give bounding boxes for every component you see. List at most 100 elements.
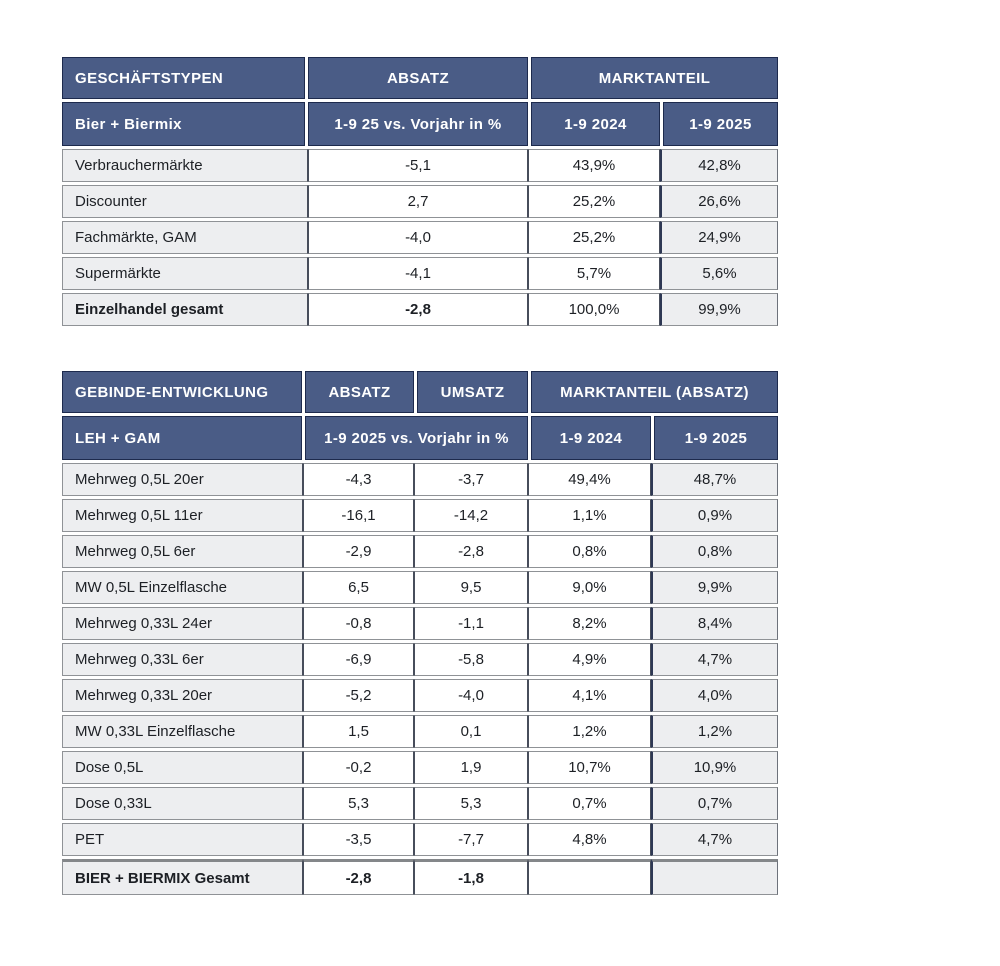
subheader-vs-vorjahr: 1-9 2025 vs. Vorjahr in % — [305, 416, 528, 460]
table-total-row: BIER + BIERMIX Gesamt -2,8 -1,8 — [62, 859, 778, 895]
umsatz-value: -14,2 — [414, 499, 528, 532]
marktanteil-2024-value: 1,1% — [528, 499, 651, 532]
umsatz-value: 9,5 — [414, 571, 528, 604]
absatz-value: -2,9 — [303, 535, 414, 568]
absatz-value: 6,5 — [303, 571, 414, 604]
table-row: Fachmärkte, GAM -4,0 25,2% 24,9% — [62, 221, 778, 254]
marktanteil-2024-value — [528, 859, 651, 895]
row-label: MW 0,33L Einzelflasche — [62, 715, 303, 748]
marktanteil-2025-value — [651, 859, 778, 895]
marktanteil-2025-value: 1,2% — [651, 715, 778, 748]
table-row: Dose 0,5L -0,2 1,9 10,7% 10,9% — [62, 751, 778, 784]
subheader-vs-vorjahr: 1-9 25 vs. Vorjahr in % — [308, 102, 528, 146]
umsatz-value: -4,0 — [414, 679, 528, 712]
marktanteil-2024-value: 100,0% — [528, 293, 660, 326]
absatz-value: -4,0 — [308, 221, 528, 254]
subheader-bier-biermix: Bier + Biermix — [62, 102, 305, 146]
row-label: Mehrweg 0,5L 6er — [62, 535, 303, 568]
marktanteil-2024-value: 25,2% — [528, 221, 660, 254]
table-row: Supermärkte -4,1 5,7% 5,6% — [62, 257, 778, 290]
row-label: Verbrauchermärkte — [62, 149, 308, 182]
row-label: Dose 0,33L — [62, 787, 303, 820]
marktanteil-2025-value: 24,9% — [660, 221, 778, 254]
col-header-absatz: ABSATZ — [305, 371, 414, 413]
marktanteil-2025-value: 48,7% — [651, 463, 778, 496]
table-row: PET -3,5 -7,7 4,8% 4,7% — [62, 823, 778, 856]
marktanteil-2025-value: 0,8% — [651, 535, 778, 568]
table-row: Mehrweg 0,33L 20er -5,2 -4,0 4,1% 4,0% — [62, 679, 778, 712]
absatz-value: -0,2 — [303, 751, 414, 784]
marktanteil-2025-value: 4,7% — [651, 823, 778, 856]
row-label: Mehrweg 0,33L 20er — [62, 679, 303, 712]
marktanteil-2024-value: 0,7% — [528, 787, 651, 820]
subheader-leh-gam: LEH + GAM — [62, 416, 302, 460]
marktanteil-2025-value: 0,7% — [651, 787, 778, 820]
umsatz-value: 0,1 — [414, 715, 528, 748]
col-header-marktanteil-absatz: MARKTANTEIL (ABSATZ) — [531, 371, 778, 413]
umsatz-value: -7,7 — [414, 823, 528, 856]
absatz-value: -2,8 — [308, 293, 528, 326]
row-label: Mehrweg 0,5L 11er — [62, 499, 303, 532]
row-label: Mehrweg 0,33L 6er — [62, 643, 303, 676]
table-row: Mehrweg 0,5L 20er -4,3 -3,7 49,4% 48,7% — [62, 463, 778, 496]
absatz-value: -4,3 — [303, 463, 414, 496]
table-row: Mehrweg 0,5L 6er -2,9 -2,8 0,8% 0,8% — [62, 535, 778, 568]
absatz-value: -6,9 — [303, 643, 414, 676]
marktanteil-2025-value: 0,9% — [651, 499, 778, 532]
marktanteil-2024-value: 43,9% — [528, 149, 660, 182]
row-label: Mehrweg 0,33L 24er — [62, 607, 303, 640]
umsatz-value: -3,7 — [414, 463, 528, 496]
absatz-value: 5,3 — [303, 787, 414, 820]
marktanteil-2025-value: 10,9% — [651, 751, 778, 784]
table-row: Verbrauchermärkte -5,1 43,9% 42,8% — [62, 149, 778, 182]
umsatz-value: -1,8 — [414, 859, 528, 895]
marktanteil-2025-value: 4,0% — [651, 679, 778, 712]
umsatz-value: -1,1 — [414, 607, 528, 640]
row-label: Fachmärkte, GAM — [62, 221, 308, 254]
marktanteil-2024-value: 8,2% — [528, 607, 651, 640]
absatz-value: -3,5 — [303, 823, 414, 856]
subheader-1-9-2025: 1-9 2025 — [654, 416, 778, 460]
col-header-gebinde-entwicklung: GEBINDE-ENTWICKLUNG — [62, 371, 302, 413]
absatz-value: -4,1 — [308, 257, 528, 290]
marktanteil-2025-value: 99,9% — [660, 293, 778, 326]
col-header-geschaeftstypen: GESCHÄFTSTYPEN — [62, 57, 305, 99]
col-header-umsatz: UMSATZ — [417, 371, 528, 413]
marktanteil-2024-value: 0,8% — [528, 535, 651, 568]
table-row: Discounter 2,7 25,2% 26,6% — [62, 185, 778, 218]
marktanteil-2025-value: 5,6% — [660, 257, 778, 290]
subheader-1-9-2024: 1-9 2024 — [531, 102, 660, 146]
row-label: Dose 0,5L — [62, 751, 303, 784]
table-row: Dose 0,33L 5,3 5,3 0,7% 0,7% — [62, 787, 778, 820]
umsatz-value: -5,8 — [414, 643, 528, 676]
marktanteil-2025-value: 9,9% — [651, 571, 778, 604]
marktanteil-2024-value: 25,2% — [528, 185, 660, 218]
table2-header-row-2: LEH + GAM 1-9 2025 vs. Vorjahr in % 1-9 … — [62, 416, 778, 460]
row-label: Mehrweg 0,5L 20er — [62, 463, 303, 496]
absatz-value: -5,2 — [303, 679, 414, 712]
table1-header-row-2: Bier + Biermix 1-9 25 vs. Vorjahr in % 1… — [62, 102, 778, 146]
absatz-value: 2,7 — [308, 185, 528, 218]
table-row: Mehrweg 0,33L 6er -6,9 -5,8 4,9% 4,7% — [62, 643, 778, 676]
table-row: Mehrweg 0,33L 24er -0,8 -1,1 8,2% 8,4% — [62, 607, 778, 640]
row-label: Supermärkte — [62, 257, 308, 290]
table1-header-row-1: GESCHÄFTSTYPEN ABSATZ MARKTANTEIL — [62, 57, 778, 99]
col-header-marktanteil: MARKTANTEIL — [531, 57, 778, 99]
col-header-absatz: ABSATZ — [308, 57, 528, 99]
umsatz-value: 5,3 — [414, 787, 528, 820]
row-label: Einzelhandel gesamt — [62, 293, 308, 326]
subheader-1-9-2024: 1-9 2024 — [531, 416, 651, 460]
row-label: Discounter — [62, 185, 308, 218]
table-total-row: Einzelhandel gesamt -2,8 100,0% 99,9% — [62, 293, 778, 326]
absatz-value: -0,8 — [303, 607, 414, 640]
table-row: MW 0,33L Einzelflasche 1,5 0,1 1,2% 1,2% — [62, 715, 778, 748]
marktanteil-2024-value: 9,0% — [528, 571, 651, 604]
marktanteil-2025-value: 8,4% — [651, 607, 778, 640]
marktanteil-2025-value: 26,6% — [660, 185, 778, 218]
marktanteil-2024-value: 4,8% — [528, 823, 651, 856]
row-label: BIER + BIERMIX Gesamt — [62, 859, 303, 895]
row-label: PET — [62, 823, 303, 856]
marktanteil-2024-value: 4,9% — [528, 643, 651, 676]
table2-header-row-1: GEBINDE-ENTWICKLUNG ABSATZ UMSATZ MARKTA… — [62, 371, 778, 413]
marktanteil-2025-value: 42,8% — [660, 149, 778, 182]
